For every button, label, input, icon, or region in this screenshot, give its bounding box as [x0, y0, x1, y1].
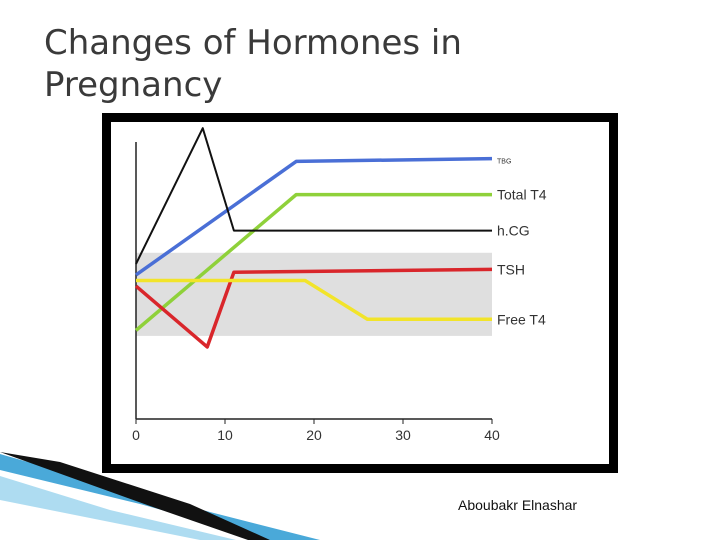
x-tick-label: 0 — [132, 427, 140, 443]
series-line-tbg — [134, 156, 493, 277]
x-tick-label: 30 — [395, 427, 411, 443]
slide-title-line-2: Pregnancy — [44, 65, 223, 105]
series-line-free-t4 — [136, 278, 492, 322]
series-line-h-cg — [135, 127, 492, 265]
normal-range-band — [136, 252, 492, 336]
series-label-free-t4: Free T4 — [497, 311, 546, 327]
x-tick-label: 10 — [217, 427, 233, 443]
slide-title-line-1: Changes of Hormones in — [44, 23, 462, 63]
hormone-line-chart: 0 10 20 30 40 TBG Total T4 h.CG TSH Free T4 — [132, 127, 547, 443]
series-label-h-cg: h.CG — [497, 223, 530, 239]
author-credit: Aboubakr Elnashar — [458, 497, 578, 513]
decorative-swoosh — [0, 452, 320, 540]
chart-frame: 0 10 20 30 40 TBG Total T4 h.CG TSH Free T4 — [102, 113, 618, 473]
series-label-tsh: TSH — [497, 261, 525, 277]
series-label-total-t4: Total T4 — [497, 187, 547, 203]
x-tick-label: 20 — [306, 427, 322, 443]
chart-panel: 0 10 20 30 40 TBG Total T4 h.CG TSH Free T4 — [111, 122, 609, 464]
x-tick-label: 40 — [484, 427, 500, 443]
series-line-total-t4 — [134, 192, 492, 332]
series-label-tbg: TBG — [497, 159, 511, 166]
slide-title: Changes of Hormones in Pregnancy — [44, 22, 564, 106]
series-line-tsh — [134, 267, 493, 349]
